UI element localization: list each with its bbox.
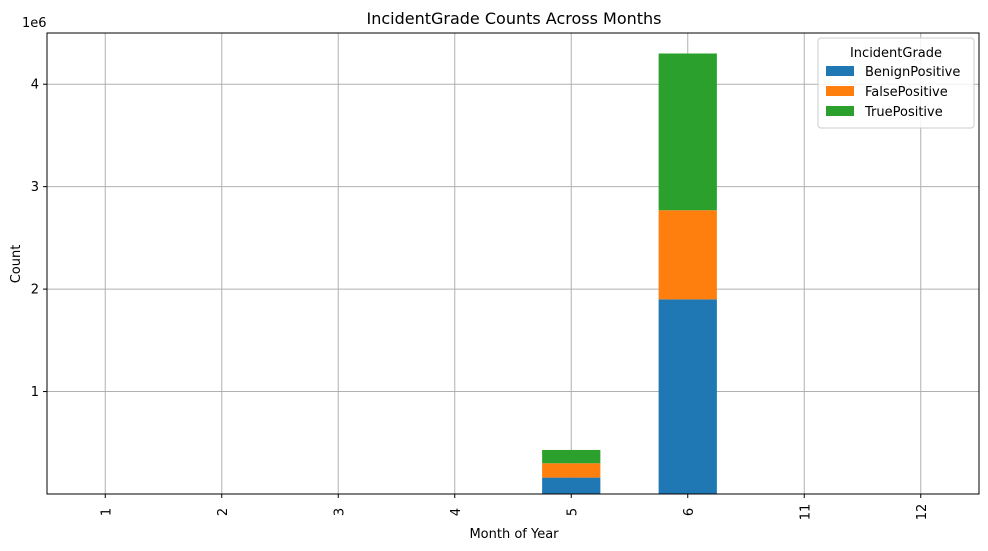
chart-title: IncidentGrade Counts Across Months: [366, 9, 661, 28]
x-tick-label: 12: [915, 504, 930, 521]
y-tick-label: 1: [31, 385, 39, 400]
x-axis-label: Month of Year: [469, 527, 559, 542]
x-tick-label: 5: [565, 508, 580, 516]
x-tick-label: 6: [682, 508, 697, 516]
legend-label-benignpositive: BenignPositive: [865, 65, 960, 80]
y-tick-label: 4: [31, 78, 39, 93]
legend-items: BenignPositive FalsePositive TruePositive: [826, 65, 960, 120]
legend-swatch-falsepositive: [826, 86, 854, 96]
bar-truepositive-6: [658, 53, 717, 211]
y-axis-label: Count: [9, 245, 24, 284]
legend-label-falsepositive: FalsePositive: [865, 85, 948, 100]
x-tick-label: 3: [332, 508, 347, 516]
y-scale-label: 1e6: [22, 16, 47, 31]
plot-frame: [46, 32, 980, 495]
legend-label-truepositive: TruePositive: [864, 105, 943, 120]
bars-layer: [542, 53, 717, 494]
bar-benignpositive-6: [658, 299, 717, 494]
y-tick-label: 2: [31, 283, 39, 298]
bar-benignpositive-5: [542, 477, 601, 494]
x-tick-label: 1: [99, 508, 114, 516]
bar-truepositive-5: [542, 449, 601, 464]
x-tick-label: 4: [449, 508, 464, 516]
legend: IncidentGrade BenignPositive FalsePositiv…: [817, 37, 975, 129]
legend-swatch-truepositive: [826, 106, 854, 116]
bar-falsepositive-5: [542, 463, 601, 478]
y-tick-label: 3: [31, 180, 39, 195]
legend-frame: [817, 37, 975, 129]
x-tick-label: 2: [216, 508, 231, 516]
legend-swatch-benignpositive: [826, 66, 854, 76]
bar-falsepositive-6: [658, 210, 717, 300]
legend-title: IncidentGrade: [850, 46, 942, 61]
x-tick-label: 11: [798, 504, 813, 521]
